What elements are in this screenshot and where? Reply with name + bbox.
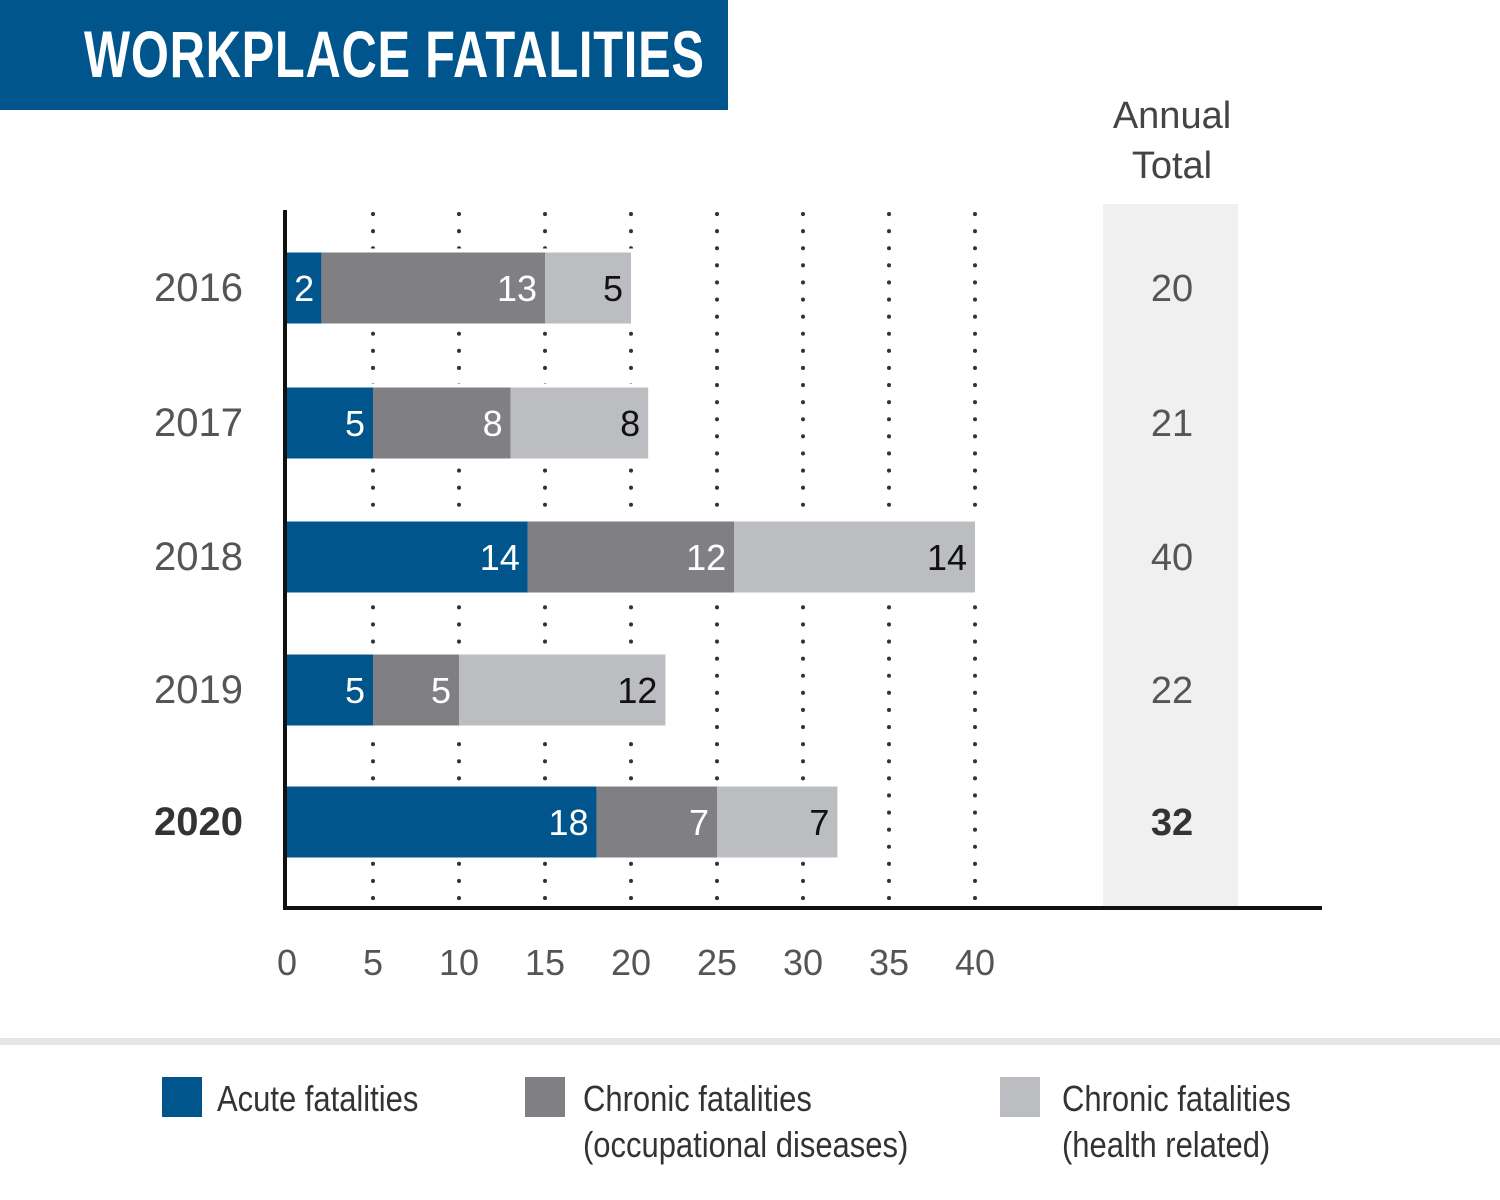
- bar-value-label: 7: [689, 802, 709, 843]
- annual-total-value: 21: [1151, 403, 1193, 445]
- bar-value-label: 8: [483, 403, 503, 444]
- x-tick-label: 30: [783, 942, 823, 983]
- bar-segment: [287, 786, 597, 858]
- bar-segment: [545, 252, 631, 324]
- bar-value-label: 12: [686, 537, 726, 578]
- legend-swatch-acute: [162, 1077, 202, 1117]
- category-label: 2019: [154, 668, 243, 712]
- bar-value-label: 18: [549, 802, 589, 843]
- bar-value-label: 5: [431, 670, 451, 711]
- category-label: 2020: [154, 800, 243, 844]
- annual-total-value: 32: [1151, 802, 1193, 844]
- bar-value-label: 14: [927, 537, 967, 578]
- bar-value-label: 12: [617, 670, 657, 711]
- title-banner: WORKPLACE FATALITIES: [0, 0, 728, 110]
- annual-total-header: Total: [1132, 145, 1212, 187]
- bar-segment: [321, 252, 545, 324]
- annual-total-value: 20: [1151, 268, 1193, 310]
- bar-value-label: 8: [620, 403, 640, 444]
- bar-value-label: 5: [345, 403, 365, 444]
- bar-segment: [527, 521, 735, 593]
- bar-segment: [373, 654, 459, 726]
- bar-value-label: 5: [345, 670, 365, 711]
- x-tick-label: 25: [697, 942, 737, 983]
- bar-segment: [459, 654, 666, 726]
- bar-segment: [734, 521, 975, 593]
- bar-value-label: 5: [603, 268, 623, 309]
- bar-segment: [596, 786, 717, 858]
- annual-total-value: 22: [1151, 670, 1193, 712]
- legend-swatch-chronic-occupational: [525, 1077, 565, 1117]
- annual-total-column: [1103, 204, 1238, 908]
- bar-segment: [287, 387, 373, 459]
- bar-segment: [287, 521, 528, 593]
- x-tick-label: 40: [955, 942, 995, 983]
- legend-swatch-chronic-health: [1000, 1077, 1040, 1117]
- x-tick-label: 10: [439, 942, 479, 983]
- legend-label-acute: Acute fatalities: [217, 1078, 419, 1119]
- x-tick-label: 35: [869, 942, 909, 983]
- annual-total-value: 40: [1151, 537, 1193, 579]
- bar-segment: [717, 786, 838, 858]
- legend-label-chronic-occupational: Chronic fatalities (occupational disease…: [583, 1078, 909, 1165]
- category-label: 2016: [154, 266, 243, 310]
- legend-separator: [0, 1038, 1500, 1045]
- bar-value-label: 14: [480, 537, 520, 578]
- bar-segment: [373, 387, 511, 459]
- legend-label-chronic-health: Chronic fatalities (health related): [1062, 1078, 1291, 1165]
- bar-segment: [287, 252, 322, 324]
- x-tick-label: 15: [525, 942, 565, 983]
- bar-value-label: 2: [294, 268, 314, 309]
- bar-segment: [510, 387, 649, 459]
- category-label: 2017: [154, 401, 243, 445]
- annual-total-header: Annual: [1113, 95, 1231, 137]
- bar-value-label: 7: [809, 802, 829, 843]
- bar-segment: [287, 654, 373, 726]
- x-tick-label: 5: [363, 942, 383, 983]
- bar-value-label: 13: [497, 268, 537, 309]
- chart-title: WORKPLACE FATALITIES: [84, 17, 705, 91]
- category-label: 2018: [154, 535, 243, 579]
- x-tick-label: 0: [277, 942, 297, 983]
- x-tick-label: 20: [611, 942, 651, 983]
